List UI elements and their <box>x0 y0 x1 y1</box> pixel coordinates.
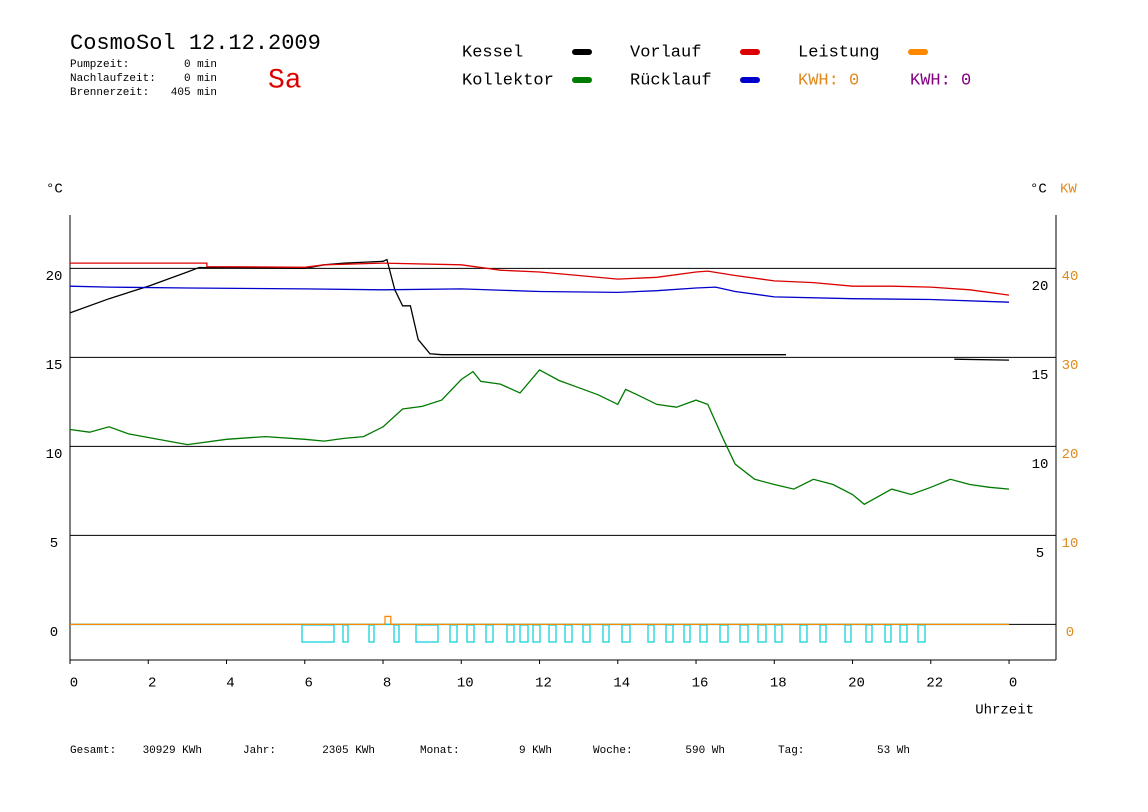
legend-label: Kessel <box>462 43 523 62</box>
chart-title: CosmoSol 12.12.2009 <box>70 31 321 56</box>
y-tick-label: 0 <box>50 625 58 641</box>
legend-marker <box>740 49 760 55</box>
stat-value: 0 min <box>184 59 217 71</box>
energy-label: KWH: 0 <box>910 71 971 90</box>
stat-value: 405 min <box>171 87 217 99</box>
y2-tick-label: 10 <box>1062 536 1079 552</box>
x-tick-label: 22 <box>926 676 943 692</box>
stat-label: Pumpzeit: <box>70 59 129 71</box>
total-value: 9 KWh <box>519 745 552 757</box>
x-tick-label: 6 <box>305 676 313 692</box>
legend-marker <box>740 77 760 83</box>
x-tick-label: 4 <box>226 676 234 692</box>
y-tick-label: 20 <box>46 269 63 285</box>
x-tick-label: 0 <box>70 676 78 692</box>
legend-label: Vorlauf <box>630 43 701 62</box>
y-axis-label: °C <box>46 182 63 198</box>
y-tick-label: 15 <box>46 358 63 374</box>
series-line <box>69 369 1010 506</box>
series-line <box>70 262 1010 296</box>
x-tick-label: 12 <box>535 676 552 692</box>
legend-label: Kollektor <box>462 71 554 90</box>
y2-tick-label: 30 <box>1062 358 1079 374</box>
x-tick-label: 0 <box>1009 676 1017 692</box>
total-label: Woche: <box>593 745 633 757</box>
x-tick-label: 16 <box>692 676 709 692</box>
y-inner-tick-label: 10 <box>1032 457 1049 473</box>
x-tick-label: 20 <box>848 676 865 692</box>
y-tick-label: 10 <box>46 447 63 463</box>
y-inner-tick-label: 5 <box>1036 546 1044 562</box>
legend-label: Leistung <box>798 43 880 62</box>
stat-label: Brennerzeit: <box>70 87 149 99</box>
day-label: Sa <box>268 65 302 96</box>
y2-tick-label: 0 <box>1066 625 1074 641</box>
x-tick-label: 10 <box>457 676 474 692</box>
y2-tick-label: 20 <box>1062 447 1079 463</box>
x-tick-label: 2 <box>148 676 156 692</box>
total-label: Tag: <box>778 745 804 757</box>
y-inner-tick-label: 20 <box>1032 279 1049 295</box>
legend-label: Rücklauf <box>630 71 712 90</box>
legend-marker <box>572 49 592 55</box>
x-tick-label: 14 <box>613 676 630 692</box>
x-axis-label: Uhrzeit <box>975 703 1034 719</box>
series-line <box>69 285 1010 303</box>
total-label: Monat: <box>420 745 460 757</box>
stat-value: 0 min <box>184 73 217 85</box>
x-tick-label: 18 <box>770 676 787 692</box>
y-inner-tick-label: 15 <box>1032 368 1049 384</box>
energy-label: KWH: 0 <box>798 71 859 90</box>
legend-marker <box>908 49 928 55</box>
y2-axis-label: KW <box>1060 182 1077 198</box>
stat-label: Nachlaufzeit: <box>70 73 156 85</box>
y-tick-label: 5 <box>50 536 58 552</box>
y2-tick-label: 40 <box>1062 269 1079 285</box>
y2-axis-label: °C <box>1030 182 1047 198</box>
total-label: Gesamt: <box>70 745 116 757</box>
total-value: 53 Wh <box>877 745 910 757</box>
total-value: 30929 KWh <box>143 745 202 757</box>
total-value: 590 Wh <box>685 745 725 757</box>
series-line <box>69 258 1010 361</box>
legend-marker <box>572 77 592 83</box>
series-line <box>70 615 1009 626</box>
pump-status <box>301 624 926 643</box>
x-tick-label: 8 <box>383 676 391 692</box>
total-value: 2305 KWh <box>322 745 375 757</box>
total-label: Jahr: <box>243 745 276 757</box>
